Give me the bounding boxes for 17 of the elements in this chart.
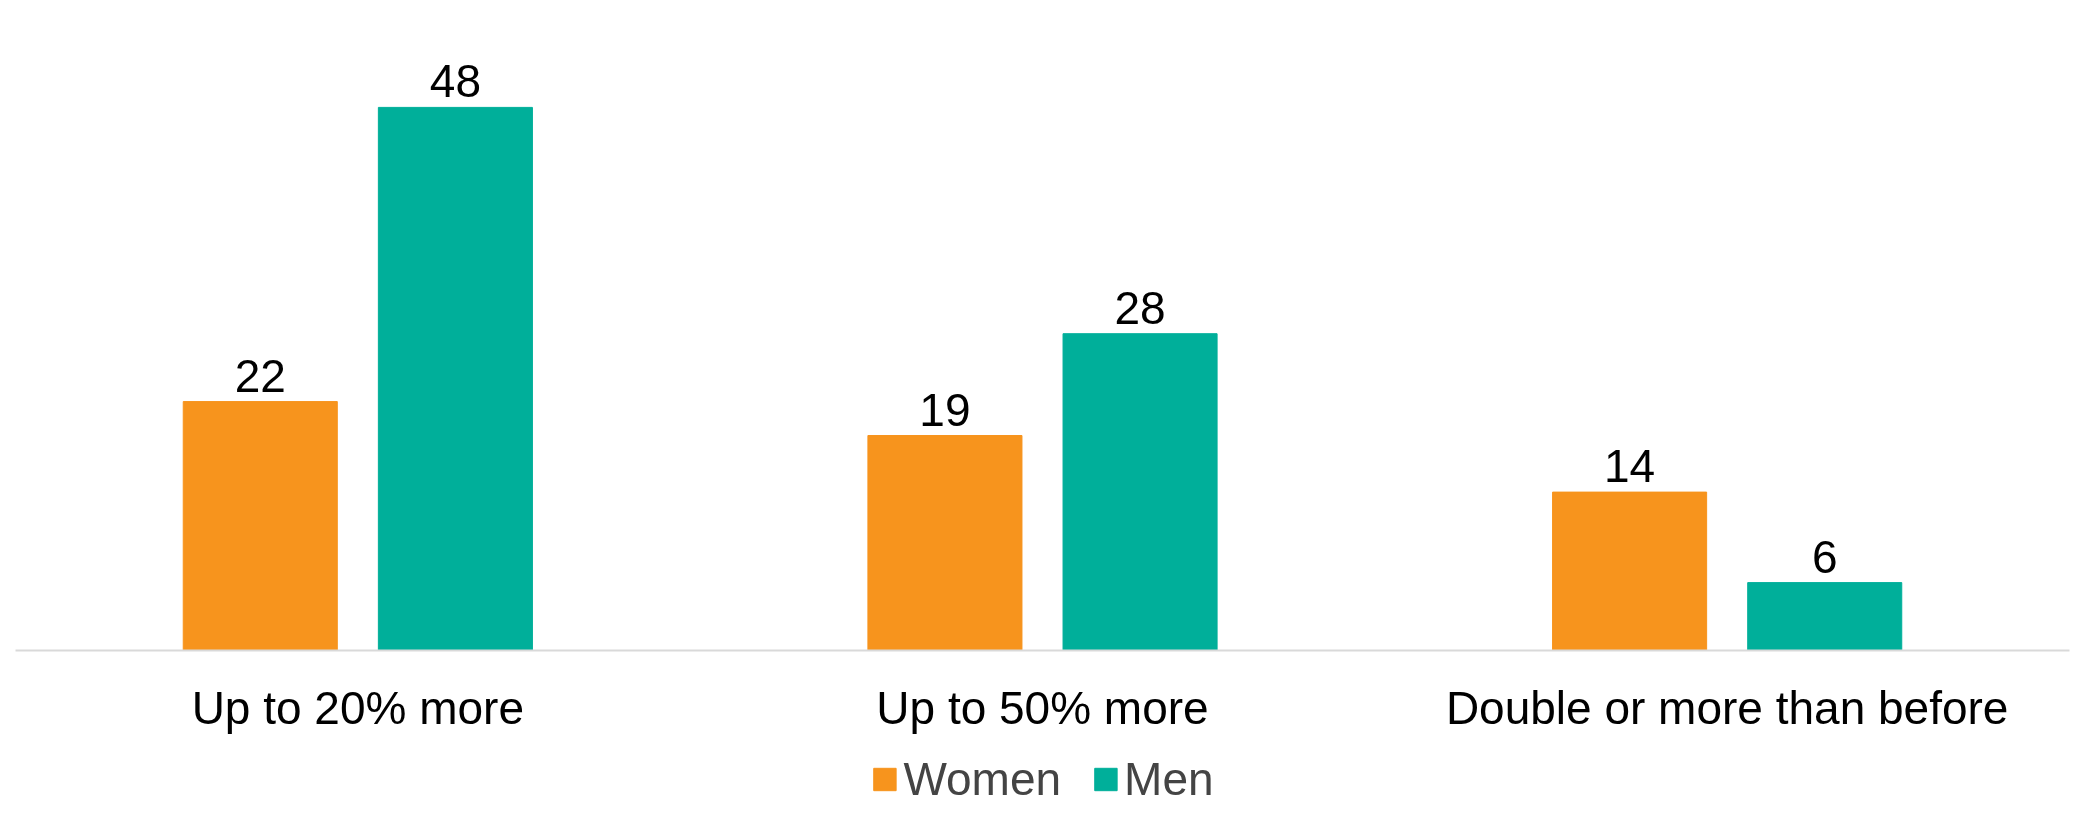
bar [1062,333,1218,651]
legend-label: Women [903,751,1062,806]
x-tick-label: Up to 20% more [191,681,525,734]
x-tick-label: Up to 50% more [876,681,1209,734]
data-label: 28 [1114,281,1166,334]
data-label: 48 [429,55,481,108]
bar [867,435,1023,651]
legend-label: Men [1124,751,1214,806]
bar [1747,582,1903,651]
bar [1552,491,1708,651]
data-label: 22 [234,349,286,402]
data-label: 19 [919,383,971,436]
bar [182,401,338,651]
bar [377,106,533,651]
data-label: 6 [1811,530,1838,583]
data-label: 14 [1604,440,1656,493]
x-tick-label: Double or more than before [1445,681,2009,734]
